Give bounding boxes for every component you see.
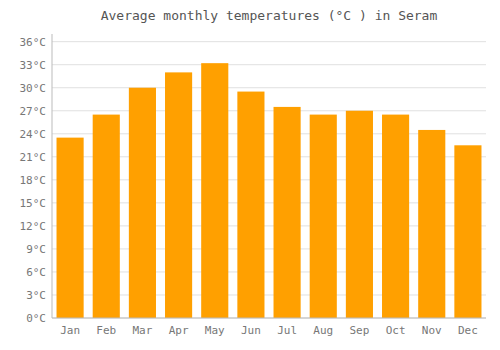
grid-line	[52, 318, 486, 319]
y-tick-label: 36°C	[20, 36, 47, 49]
y-tick-label: 12°C	[20, 220, 47, 233]
x-tick-label: Aug	[313, 324, 333, 337]
bar	[346, 111, 373, 318]
bar	[418, 130, 445, 318]
bars	[57, 63, 482, 318]
y-tick-label: 30°C	[20, 82, 47, 95]
x-tick-label: May	[205, 324, 225, 337]
x-tick-label: Jul	[277, 324, 297, 337]
bar	[454, 145, 481, 318]
chart: Average monthly temperatures (°C ) in Se…	[0, 0, 500, 350]
y-tick-label: 18°C	[20, 174, 47, 187]
x-axis-line	[52, 318, 486, 319]
bar	[382, 115, 409, 318]
x-tick-label: Apr	[169, 324, 189, 337]
bar	[129, 88, 156, 318]
bar	[274, 107, 301, 318]
y-tick-label: 24°C	[20, 128, 47, 141]
bar	[165, 72, 192, 318]
bar	[57, 138, 84, 318]
title: Average monthly temperatures (°C ) in Se…	[101, 8, 438, 23]
x-tick-label: Jan	[60, 324, 80, 337]
x-tick-label: Oct	[386, 324, 406, 337]
y-tick-label: 15°C	[20, 197, 47, 210]
grid-line	[52, 87, 486, 88]
y-axis-line	[52, 34, 53, 318]
grid-line	[52, 64, 486, 65]
y-tick-label: 0°C	[26, 312, 46, 325]
x-tick-label: Nov	[422, 324, 442, 337]
y-tick-label: 9°C	[26, 243, 46, 256]
bar	[93, 115, 120, 318]
bar	[237, 92, 264, 318]
x-tick-label: Mar	[132, 324, 152, 337]
bar	[310, 115, 337, 318]
y-tick-label: 21°C	[20, 151, 47, 164]
x-tick-label: Sep	[349, 324, 369, 337]
grid-line	[52, 110, 486, 111]
y-tick-label: 27°C	[20, 105, 47, 118]
grid-line	[52, 41, 486, 42]
x-tick-label: Dec	[458, 324, 478, 337]
grid	[52, 42, 486, 318]
y-tick-label: 33°C	[20, 59, 47, 72]
bar	[201, 63, 228, 318]
y-tick-label: 6°C	[26, 266, 46, 279]
x-tick-label: Feb	[96, 324, 116, 337]
y-tick-label: 3°C	[26, 289, 46, 302]
x-tick-label: Jun	[241, 324, 261, 337]
